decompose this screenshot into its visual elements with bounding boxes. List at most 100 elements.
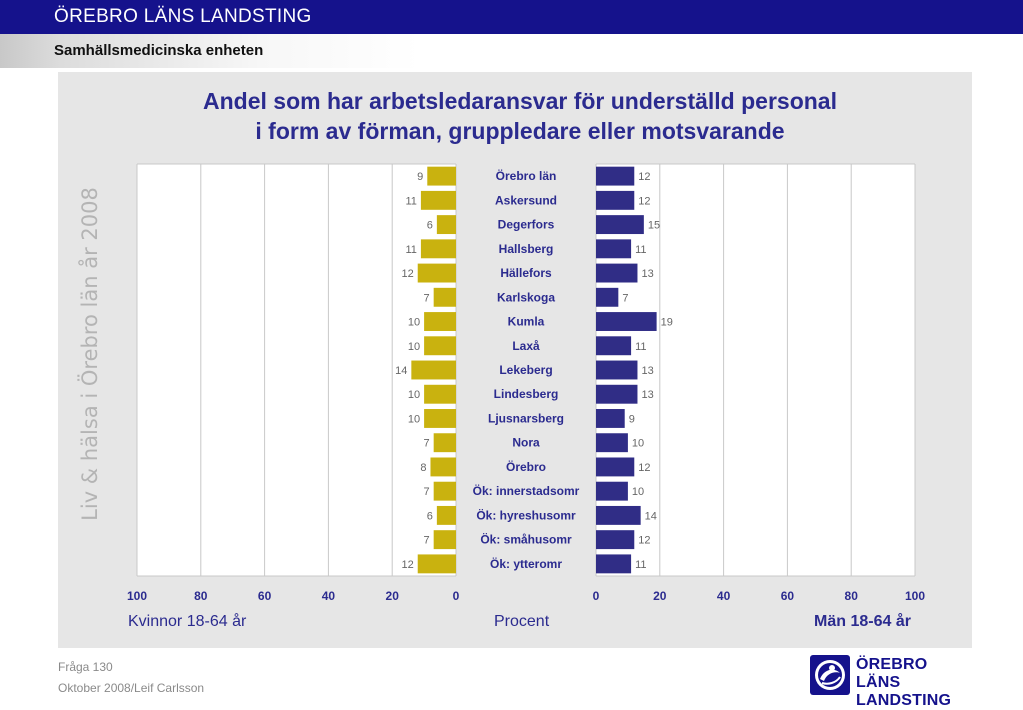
men-value-label: 19 (661, 317, 673, 329)
category-label: Lekeberg (499, 363, 552, 377)
women-bar (436, 215, 456, 235)
women-value-label: 7 (424, 486, 430, 498)
category-label: Lindesberg (494, 387, 559, 401)
right-x-tick-label: 60 (781, 589, 795, 603)
right-x-tick-label: 40 (717, 589, 731, 603)
men-bar (596, 409, 625, 428)
category-label: Ök: innerstadsomr (473, 483, 580, 498)
women-bar (430, 457, 456, 477)
women-value-label: 14 (395, 365, 407, 377)
legend-men: Män 18-64 år (814, 613, 911, 630)
women-value-label: 10 (408, 317, 420, 329)
department-name: Samhällsmedicinska enheten (54, 42, 264, 59)
women-value-label: 6 (427, 510, 433, 522)
men-bar (596, 360, 638, 380)
category-label: Karlskoga (497, 290, 555, 304)
logo-text-line-1: ÖREBRO LÄNS (856, 656, 928, 691)
women-value-label: 12 (401, 268, 413, 280)
left-x-tick-label: 0 (453, 589, 460, 603)
men-value-label: 12 (638, 535, 650, 547)
men-value-label: 12 (638, 171, 650, 183)
left-x-tick-label: 60 (258, 589, 272, 603)
women-bar (411, 360, 456, 380)
women-bar (436, 505, 456, 525)
men-value-label: 11 (635, 559, 646, 571)
women-bar (424, 336, 456, 356)
men-bar (596, 384, 638, 404)
category-label: Örebro län (496, 168, 557, 183)
category-label: Hällefors (500, 266, 552, 280)
right-x-tick-label: 0 (593, 589, 600, 603)
category-label: Ök: hyreshusomr (476, 507, 576, 522)
women-bar (433, 530, 456, 550)
left-x-tick-label: 100 (127, 589, 147, 603)
footer-question-number: Fråga 130 (58, 660, 113, 674)
women-bar (424, 312, 456, 331)
women-value-label: 11 (405, 195, 416, 207)
men-bar (596, 312, 657, 331)
logo-text-line-2: LANDSTING (856, 692, 952, 709)
women-bar (420, 190, 456, 210)
left-plot-area (137, 164, 456, 576)
chart-title: Andel som har arbetsledaransvar för unde… (120, 86, 920, 146)
women-value-label: 6 (427, 220, 433, 232)
right-x-tick-label: 100 (905, 589, 925, 603)
category-label: Nora (512, 436, 540, 450)
logo-emblem-icon (810, 655, 850, 695)
men-value-label: 14 (645, 510, 657, 522)
subheader-bar: Samhällsmedicinska enheten (0, 34, 1023, 68)
women-value-label: 7 (424, 292, 430, 304)
women-bar (424, 384, 456, 404)
women-value-label: 10 (408, 341, 420, 353)
category-label: Ljusnarsberg (488, 411, 564, 425)
men-value-label: 12 (638, 195, 650, 207)
category-label: Laxå (512, 339, 540, 353)
women-bar (433, 287, 456, 307)
chart-title-line-1: Andel som har arbetsledaransvar för unde… (203, 88, 837, 114)
men-bar (596, 190, 635, 210)
men-bar (596, 481, 628, 501)
left-x-tick-label: 40 (322, 589, 336, 603)
category-label: Hallsberg (499, 242, 554, 256)
x-axis-label: Procent (494, 613, 550, 630)
men-value-label: 13 (641, 389, 653, 401)
men-value-label: 7 (622, 292, 628, 304)
category-label: Ök: småhusomr (480, 532, 572, 547)
organization-title: ÖREBRO LÄNS LANDSTING (54, 6, 312, 27)
women-bar (433, 481, 456, 501)
men-value-label: 11 (635, 341, 646, 353)
men-value-label: 13 (641, 268, 653, 280)
category-label: Degerfors (498, 218, 555, 232)
women-value-label: 7 (424, 438, 430, 450)
footer-date-author: Oktober 2008/Leif Carlsson (58, 681, 205, 695)
women-value-label: 10 (408, 413, 420, 425)
women-bar (424, 409, 456, 428)
men-value-label: 12 (638, 462, 650, 474)
men-bar (596, 433, 628, 453)
men-value-label: 15 (648, 220, 660, 232)
men-value-label: 11 (635, 244, 646, 256)
legend-women: Kvinnor 18-64 år (128, 613, 247, 630)
left-x-tick-label: 20 (386, 589, 400, 603)
men-value-label: 13 (641, 365, 653, 377)
men-bar (596, 457, 635, 477)
women-bar (417, 554, 456, 574)
women-value-label: 7 (424, 535, 430, 547)
men-bar (596, 239, 632, 259)
chart-title-line-2: i form av förman, gruppledare eller mots… (255, 118, 785, 144)
men-bar (596, 287, 619, 307)
women-value-label: 8 (420, 462, 426, 474)
men-bar (596, 166, 635, 186)
women-bar (420, 239, 456, 259)
women-value-label: 12 (401, 559, 413, 571)
left-x-tick-label: 80 (194, 589, 208, 603)
men-bar (596, 554, 632, 574)
category-label: Askersund (495, 193, 557, 207)
category-label: Ök: ytteromr (490, 556, 562, 571)
men-value-label: 10 (632, 438, 644, 450)
women-bar (433, 433, 456, 453)
header-bar: ÖREBRO LÄNS LANDSTING (0, 0, 1023, 34)
men-value-label: 10 (632, 486, 644, 498)
women-value-label: 10 (408, 389, 420, 401)
